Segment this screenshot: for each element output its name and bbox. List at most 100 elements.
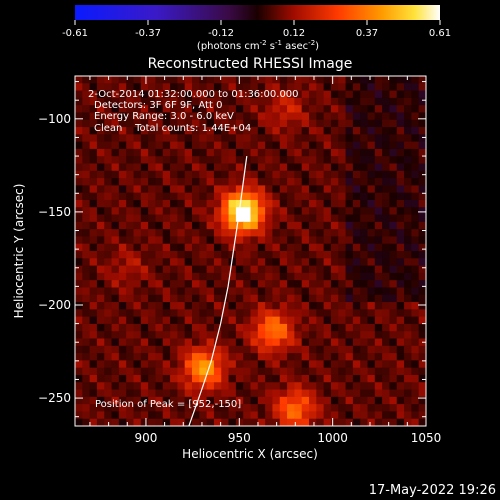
heatmap-cell [404,374,412,383]
heatmap-cell [96,141,105,150]
heatmap-cell [192,338,200,347]
heatmap-cell [382,141,391,150]
heatmap-cell [111,141,120,150]
heatmap-cell [374,127,383,135]
heatmap-cell [177,76,186,84]
heatmap-cell [396,97,405,106]
heatmap-cell [330,404,339,413]
heatmap-cell [338,119,347,128]
heatmap-cell [213,119,222,128]
heatmap-cell [199,418,208,426]
y-tick-label: −150 [38,205,71,219]
heatmap-cell [279,163,288,172]
heatmap-cell [162,251,171,259]
heatmap-cell [338,97,347,106]
heatmap-cell [338,389,347,398]
heatmap-cell [82,309,91,318]
heatmap-cell [213,316,222,325]
heatmap-cell [177,97,186,106]
heatmap-cell [309,97,317,106]
heatmap-cell [287,316,295,325]
heatmap-cell [257,374,266,383]
heatmap-cell [374,323,383,332]
heatmap-cell [367,258,376,267]
heatmap-cell [309,272,317,281]
heatmap-cell [330,229,339,238]
heatmap-cell [287,97,295,106]
heatmap-cell [316,76,325,84]
heatmap-cell [162,105,171,114]
heatmap-cell [235,148,244,157]
heatmap-cell [140,353,149,361]
heatmap-cell [148,404,157,413]
heatmap-cell [294,418,303,426]
heatmap-cell [228,214,237,223]
heatmap-cell [352,90,361,99]
heatmap-cell [140,323,149,332]
heatmap-cell [184,97,193,106]
heatmap-cell [148,178,157,186]
heatmap-cell [89,323,98,332]
heatmap-cell [126,345,135,354]
heatmap-cell [352,134,361,143]
heatmap-cell [389,76,398,84]
heatmap-cell [228,90,237,99]
heatmap-cell [162,404,171,413]
heatmap-cell [140,148,149,157]
heatmap-cell [111,287,120,296]
heatmap-cell [367,367,376,376]
heatmap-cell [389,367,398,376]
heatmap-cell [374,374,383,383]
x-tick-label: 900 [134,431,157,445]
heatmap-cell [148,192,157,201]
heatmap-cell [250,178,259,186]
heatmap-cell [389,105,398,114]
heatmap-cell [206,294,215,303]
heatmap-cell [323,148,332,157]
heatmap-cell [192,141,200,150]
heatmap-cell [367,374,376,383]
heatmap-cell [418,148,426,157]
heatmap-cell [192,404,200,413]
heatmap-cell [243,221,252,230]
heatmap-cell [389,382,398,391]
heatmap-cell [82,323,91,332]
heatmap-cell [257,185,266,194]
heatmap-cell [279,323,288,332]
heatmap-cell [301,127,310,135]
heatmap-cell [257,127,266,135]
heatmap-cell [184,302,193,310]
heatmap-cell [221,221,230,230]
heatmap-cell [148,229,157,238]
heatmap-cell [352,309,361,318]
heatmap-cell [367,192,376,201]
heatmap-cell [111,207,120,216]
heatmap-cell [265,134,274,143]
heatmap-cell [243,382,252,391]
heatmap-cell [221,258,230,267]
heatmap-cell [294,302,303,310]
heatmap-cell [89,302,98,310]
heatmap-cell [352,294,361,303]
heatmap-cell [360,374,369,383]
heatmap-cell [206,396,215,405]
heatmap-cell [177,83,186,92]
colorbar-tick-label: -0.37 [135,28,161,39]
heatmap-cell [96,302,105,310]
heatmap-cell [389,374,398,383]
heatmap-cell [96,389,105,398]
heatmap-cell [389,221,398,230]
heatmap-cell [338,272,347,281]
heatmap-cell [330,280,339,289]
heatmap-cell [221,141,230,150]
heatmap-cell [243,404,252,413]
heatmap-cell [301,112,310,121]
heatmap-cell [104,251,113,259]
heatmap-cell [294,345,303,354]
heatmap-cell [301,119,310,128]
heatmap-cell [140,338,149,347]
heatmap-cell [338,199,347,208]
heatmap-cell [279,141,288,150]
heatmap-cell [177,360,186,369]
heatmap-cell [360,83,369,92]
